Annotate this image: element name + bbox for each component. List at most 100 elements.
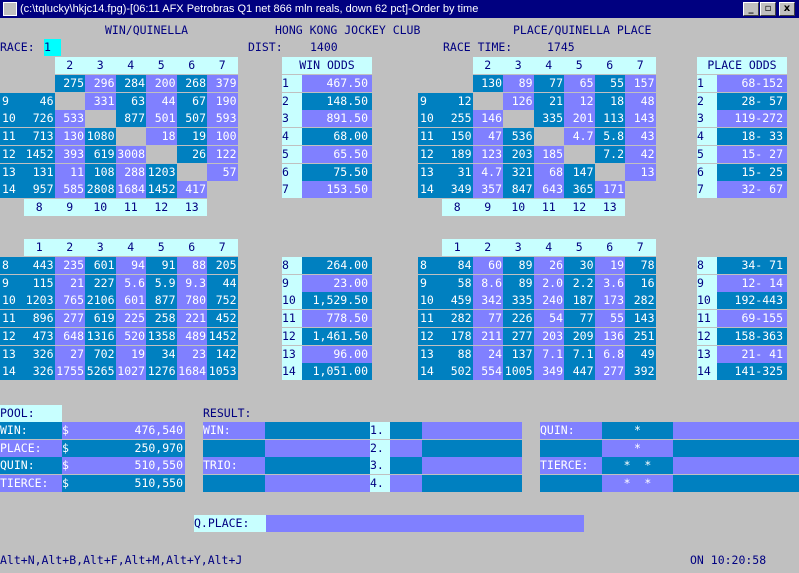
qplace-bottom-cell: 26 xyxy=(533,257,564,274)
close-button[interactable]: x xyxy=(779,2,795,16)
place-odds-title: PLACE ODDS xyxy=(697,57,787,74)
quinella-top-cell: 1080 xyxy=(85,128,116,146)
quinella-top-cell: 417 xyxy=(176,181,207,199)
place-odds-value: 28- 57 xyxy=(717,92,787,110)
maximize-button[interactable]: ▫ xyxy=(760,2,776,16)
qplace-bottom-row-header: 10 xyxy=(418,292,442,310)
result-stars: * xyxy=(602,422,673,439)
quinella-top-row-header: 12 xyxy=(0,145,24,163)
qplace-top-cell xyxy=(442,75,473,92)
qplace-bottom-row-header: 9 xyxy=(418,274,442,292)
qplace-bottom-col-header: 6 xyxy=(594,239,625,257)
quinella-top-cell: 619 xyxy=(85,145,116,163)
quinella-bottom-cell: 1203 xyxy=(24,292,55,310)
place-odds-value: 158-363 xyxy=(717,327,787,345)
quinella-bottom-cell: 1358 xyxy=(146,327,177,345)
quinella-top-cell: 1203 xyxy=(146,163,177,181)
quinella-top-cell: 3008 xyxy=(115,145,146,163)
quinella-bottom-cell: 5.6 xyxy=(115,274,146,292)
quinella-top-cell: 63 xyxy=(115,92,146,110)
qplace-top-cell: 146 xyxy=(472,110,503,128)
place-odds-number: 1 xyxy=(697,75,717,92)
qplace-top-cell: 147 xyxy=(564,163,595,181)
qplace-top-cell xyxy=(503,110,534,128)
quinella-bottom-row-header: 12 xyxy=(0,327,24,345)
qplace-bottom-cell: 16 xyxy=(625,274,656,292)
quinella-bottom-cell: 1316 xyxy=(85,327,116,345)
qplace-bottom-cell: 178 xyxy=(442,327,473,345)
pool-currency: $ xyxy=(62,457,185,474)
quinella-top-cell: 1452 xyxy=(146,181,177,199)
quinella-top-row-header: 11 xyxy=(0,128,24,146)
race-number-input[interactable]: 1 xyxy=(44,39,61,56)
quinella-bottom-cell: 752 xyxy=(207,292,238,310)
qplace-bottom-cell: 2.0 xyxy=(533,274,564,292)
quinella-bottom-cell: 765 xyxy=(54,292,85,310)
qplace-top-bottom-col-header: 9 xyxy=(472,198,503,216)
qplace-bottom-row-header: 13 xyxy=(418,345,442,363)
result-position: 1. xyxy=(370,422,390,439)
win-odds-number: 2 xyxy=(282,92,302,110)
quinella-top-cell: 131 xyxy=(24,163,55,181)
place-odds-value: 12- 14 xyxy=(717,274,787,292)
qplace-bottom-cell: 30 xyxy=(564,257,595,274)
qplace-top-cell: 255 xyxy=(442,110,473,128)
hotkeys-bar: Alt+N,Alt+B,Alt+F,Alt+M,Alt+Y,Alt+J xyxy=(0,553,243,567)
quinella-bottom-cell: 896 xyxy=(24,310,55,328)
qplace-bottom-cell: 392 xyxy=(625,363,656,381)
qplace-top-bottom-col-header: 11 xyxy=(533,198,564,216)
result-field xyxy=(265,422,370,439)
quinella-bottom-cell: 1053 xyxy=(207,363,238,381)
qplace-top-cell: 55 xyxy=(594,75,625,92)
qplace-bottom-col-header: 5 xyxy=(564,239,595,257)
quinella-top-row-header: 14 xyxy=(0,181,24,199)
place-odds-number: 7 xyxy=(697,181,717,199)
place-odds-value: 69-155 xyxy=(717,310,787,328)
qplace-top-bottom-col-header: 13 xyxy=(594,198,625,216)
qplace-top-cell xyxy=(533,128,564,146)
win-odds-value: 75.50 xyxy=(302,163,372,181)
qplace-bottom-cell: 89 xyxy=(503,257,534,274)
qplace-bottom-cell: 60 xyxy=(472,257,503,274)
place-odds-value: 34- 71 xyxy=(717,257,787,274)
quinella-bottom-cell: 702 xyxy=(85,345,116,363)
qplace-top-cell: 150 xyxy=(442,128,473,146)
quinella-bottom-cell: 619 xyxy=(85,310,116,328)
qplace-top-cell xyxy=(594,163,625,181)
pool-value: 510,550 xyxy=(134,458,183,472)
win-odds-number: 14 xyxy=(282,363,302,381)
race-label: RACE: xyxy=(0,40,35,54)
qplace-top-cell: 18 xyxy=(594,92,625,110)
quinella-bottom-row-header: 8 xyxy=(0,257,24,274)
quinella-bottom-cell: 44 xyxy=(207,274,238,292)
result-title: RESULT: xyxy=(203,406,252,420)
quinella-bottom-cell: 648 xyxy=(54,327,85,345)
qplace-top-cell: 12 xyxy=(564,92,595,110)
win-odds-number: 4 xyxy=(282,128,302,146)
quinella-bottom-cell: 91 xyxy=(146,257,177,274)
quinella-bottom-cell: 489 xyxy=(176,327,207,345)
result-field xyxy=(422,422,522,439)
quinella-bottom-cell: 27 xyxy=(54,345,85,363)
quinella-bottom-row-header: 10 xyxy=(0,292,24,310)
quinella-bottom-cell: 520 xyxy=(115,327,146,345)
minimize-button[interactable]: _ xyxy=(743,2,759,16)
qplace-top-cell: 203 xyxy=(503,145,534,163)
qplace-bottom-cell: 335 xyxy=(503,292,534,310)
quinella-bottom-cell: 142 xyxy=(207,345,238,363)
quinella-top-bottom-col-header: 8 xyxy=(24,198,55,216)
quinella-bottom-cell: 225 xyxy=(115,310,146,328)
quinella-top-cell: 957 xyxy=(24,181,55,199)
quinella-bottom-cell: 1276 xyxy=(146,363,177,381)
quinella-bottom-row-header: 11 xyxy=(0,310,24,328)
distance-value: 1400 xyxy=(310,40,338,54)
window-title: (c:\tqlucky\hkjc14.fpg)-[06:11 AFX Petro… xyxy=(20,3,479,15)
qplace-bottom-cell: 203 xyxy=(533,327,564,345)
result-field xyxy=(673,457,799,474)
result-field xyxy=(265,474,370,492)
quinella-top-cell: 11 xyxy=(54,163,85,181)
qplace-top-cell: 189 xyxy=(442,145,473,163)
place-odds-number: 4 xyxy=(697,128,717,146)
result-field xyxy=(390,422,422,439)
quinella-top-cell: 877 xyxy=(115,110,146,128)
